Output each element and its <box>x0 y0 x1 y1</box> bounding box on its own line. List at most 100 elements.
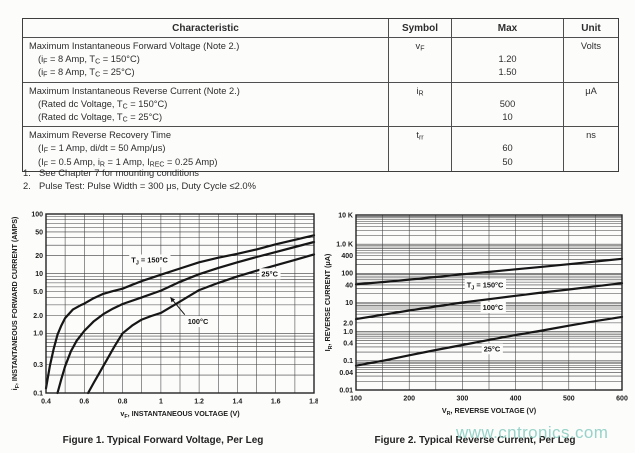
svg-text:1.8: 1.8 <box>309 399 318 406</box>
figure-2-caption: Figure 2. Typical Reverse Current, Per L… <box>374 435 576 446</box>
svg-text:50: 50 <box>35 229 43 236</box>
symbol-value: trr <box>416 130 424 142</box>
notes-list: 1. See Chapter 7 for mounting conditions 2… <box>23 166 256 192</box>
unit-cell: Volts <box>563 38 618 82</box>
characteristic-text: Maximum Instantaneous Forward Voltage (N… <box>29 41 240 51</box>
condition-line: (Rated dc Voltage, TC = 150°C) <box>38 98 168 111</box>
condition-line: (iF = 8 Amp, TC = 25°C) <box>38 67 135 79</box>
curve-100c <box>56 240 316 395</box>
svg-text:400: 400 <box>510 396 522 403</box>
max-value: 10 <box>502 112 513 123</box>
figure-2-chart: 10 K 1.0 K 400 100 40 10 2.0 1.0 0.4 0.1 0.04 0.01 1… <box>323 212 628 417</box>
y-axis-label: iF, INSTANTANEOUS FORWARD CURRENT (AMPS) <box>10 216 21 390</box>
curve-25c <box>354 315 624 367</box>
svg-text:1: 1 <box>159 399 163 406</box>
table-row: Maximum Reverse Recovery Time (IF = 1 Amp… <box>23 126 618 171</box>
svg-text:40: 40 <box>345 282 353 289</box>
curve-label-background <box>259 268 281 280</box>
annotation-arrowhead <box>170 297 176 303</box>
note-item: 2. Pulse Test: Pulse Width = 300 μs, Duty… <box>23 179 256 192</box>
curve-label: 25°C <box>484 344 501 353</box>
svg-text:0.1: 0.1 <box>33 390 43 397</box>
note-number: 1. <box>23 167 31 178</box>
x-axis-label: vF, INSTANTANEOUS VOLTAGE (V) <box>120 409 240 420</box>
svg-text:500: 500 <box>563 396 575 403</box>
curve-label: 100°C <box>188 317 209 326</box>
svg-text:2.0: 2.0 <box>33 313 43 320</box>
condition-line: (Rated dc Voltage, TC = 25°C) <box>38 112 163 124</box>
svg-text:400: 400 <box>341 253 353 260</box>
unit-cell: ns <box>563 127 618 171</box>
max-value: 500 <box>499 98 516 109</box>
y-axis-label: IR, REVERSE CURRENT (μA) <box>323 253 334 351</box>
symbol-cell: vF <box>388 38 451 82</box>
axis-tick-labels: 10 K 1.0 K 400 100 40 10 2.0 1.0 0.4 0.1 0.04 0.01 1… <box>336 212 628 402</box>
grid-lines <box>46 214 314 393</box>
svg-text:0.4: 0.4 <box>41 399 51 406</box>
note-number: 2. <box>23 180 31 191</box>
svg-text:100: 100 <box>341 271 353 278</box>
axis-tick-labels: 100 50 20 10 5.0 2.0 1.0 0.3 0.1 0.4 0.6 0.8 1 1.2 1.4… <box>31 211 319 406</box>
condition-line: (IF = 0.5 Amp, iR = 1 Amp, IREC = 0.25 A… <box>38 156 218 169</box>
curve-label-background <box>185 316 211 328</box>
curve-label-background <box>464 279 507 293</box>
svg-text:0.3: 0.3 <box>33 362 43 369</box>
svg-text:1.2: 1.2 <box>194 399 204 406</box>
svg-text:600: 600 <box>616 396 628 403</box>
table-header-max: Max <box>451 19 563 37</box>
figure-2: 10 K 1.0 K 400 100 40 10 2.0 1.0 0.4 0.1 0.04 0.01 1… <box>322 207 628 446</box>
x-axis-label: VR, REVERSE VOLTAGE (V) <box>442 406 537 417</box>
curve-label: 25°C <box>261 269 278 278</box>
svg-text:0.8: 0.8 <box>118 399 128 406</box>
svg-text:300: 300 <box>457 396 469 403</box>
table-header-row: Characteristic Symbol Max Unit <box>23 19 618 37</box>
svg-text:2.0: 2.0 <box>343 320 353 327</box>
max-cell: 60 50 <box>451 127 563 171</box>
figure-1-chart: 100 50 20 10 5.0 2.0 1.0 0.3 0.1 0.4 0.6 0.8 1 1.2 1.4… <box>10 211 319 420</box>
figure-1-caption: Figure 1. Typical Forward Voltage, Per L… <box>62 435 264 446</box>
plot-border <box>355 214 623 391</box>
characteristic-cell: Maximum Instantaneous Forward Voltage (N… <box>23 38 388 82</box>
svg-text:200: 200 <box>403 396 415 403</box>
svg-text:1.6: 1.6 <box>271 399 281 406</box>
unit-value: Volts <box>580 41 602 51</box>
characteristic-cell: Maximum Reverse Recovery Time (IF = 1 Amp… <box>23 127 388 171</box>
max-value <box>455 85 560 98</box>
svg-text:10: 10 <box>35 271 43 278</box>
svg-text:1.0: 1.0 <box>343 329 353 336</box>
note-item: 1. See Chapter 7 for mounting conditions <box>23 166 256 179</box>
curve-tj150c <box>44 234 316 390</box>
table-header-characteristic: Characteristic <box>172 23 239 34</box>
svg-text:0.01: 0.01 <box>339 387 353 394</box>
svg-text:10 K: 10 K <box>338 212 353 219</box>
curve-label: 100°C <box>483 303 504 312</box>
symbol-cell: trr <box>388 127 451 171</box>
curve-tj150c <box>354 257 624 286</box>
plot-border <box>45 213 315 394</box>
unit-value: μA <box>585 85 597 96</box>
characteristic-text: Maximum Instantaneous Reverse Current (N… <box>29 85 240 96</box>
characteristic-text: Maximum Reverse Recovery Time <box>29 130 172 141</box>
unit-value: ns <box>586 130 596 141</box>
max-cell: 500 10 <box>451 82 563 127</box>
condition-line: (IF = 1 Amp, di/dt = 50 Amp/μs) <box>38 143 166 155</box>
curve-label-background <box>481 343 503 355</box>
figure-1: 100 50 20 10 5.0 2.0 1.0 0.3 0.1 0.4 0.6 0.8 1 1.2 1.4… <box>8 207 319 446</box>
max-value <box>455 40 560 53</box>
max-cell: 1.20 1.50 <box>451 38 563 82</box>
svg-text:0.1: 0.1 <box>343 358 353 365</box>
curve-label-background <box>480 302 506 313</box>
characteristic-cell: Maximum Instantaneous Reverse Current (N… <box>23 83 388 127</box>
svg-text:0.6: 0.6 <box>79 399 89 406</box>
max-value: 1.50 <box>498 67 517 78</box>
unit-cell: μA <box>563 82 618 127</box>
note-text: Pulse Test: Pulse Width = 300 μs, Duty C… <box>39 180 256 191</box>
table-header-unit: Unit <box>563 19 618 37</box>
svg-text:0.4: 0.4 <box>343 341 353 348</box>
table-header-symbol: Symbol <box>388 19 451 37</box>
svg-text:100: 100 <box>350 396 362 403</box>
svg-text:0.04: 0.04 <box>339 370 353 377</box>
symbol-cell: iR <box>388 82 451 127</box>
watermark: www.cntronics.com <box>456 423 609 442</box>
svg-text:20: 20 <box>35 253 43 260</box>
